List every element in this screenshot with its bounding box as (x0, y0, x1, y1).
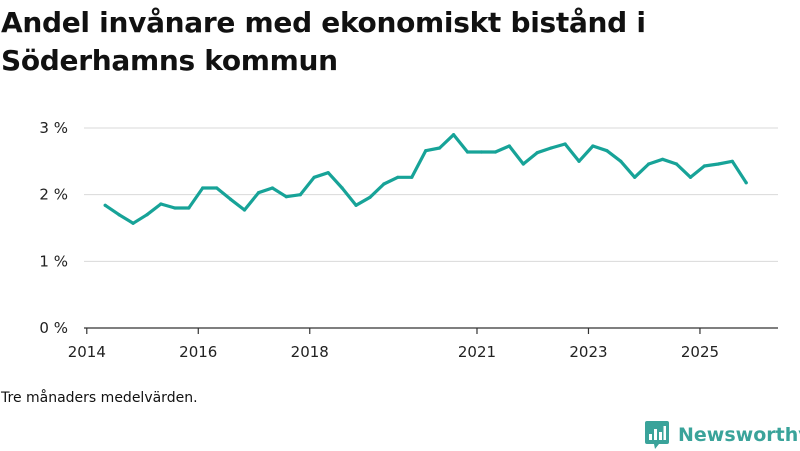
data-point (535, 151, 539, 155)
data-point (605, 149, 609, 153)
data-point (577, 159, 581, 163)
data-point (382, 182, 386, 186)
y-tick-label: 3 % (39, 119, 68, 137)
data-point (159, 202, 163, 206)
y-axis: 0 % 1 % 2 % 3 % (39, 119, 68, 337)
data-point (479, 150, 483, 154)
data-point (688, 175, 693, 179)
data-point (131, 221, 135, 225)
data-point (744, 181, 748, 185)
data-point (173, 206, 177, 210)
bar-chart-logo-icon (645, 420, 669, 449)
data-point (326, 171, 330, 175)
x-tick-label: 2014 (68, 343, 106, 361)
data-point (410, 175, 414, 179)
data-point (201, 186, 205, 190)
data-point (270, 186, 274, 190)
x-tick-label: 2018 (291, 343, 329, 361)
x-tick-label: 2023 (569, 343, 607, 361)
data-point (493, 150, 497, 154)
data-point (396, 175, 400, 179)
x-tick-label: 2025 (681, 343, 719, 361)
data-point (674, 162, 679, 166)
data-point (647, 162, 651, 166)
data-point (242, 208, 247, 212)
series-line (103, 133, 748, 225)
data-point (619, 159, 623, 163)
data-point (256, 191, 261, 195)
brand-name: Newsworthy (678, 424, 800, 446)
y-tick-label: 1 % (39, 252, 68, 270)
grid-lines (84, 127, 778, 329)
footnote: Tre månaders medelvärden. (1, 390, 198, 406)
chart-title: Andel invånare med ekonomiskt bistånd i … (1, 6, 646, 77)
data-point (549, 146, 553, 150)
data-point (354, 203, 358, 207)
data-point (521, 162, 525, 166)
y-tick-label: 2 % (39, 186, 68, 204)
data-point (298, 193, 302, 197)
data-point (215, 186, 219, 190)
data-point (465, 150, 470, 154)
data-point (452, 133, 456, 137)
data-point (117, 213, 121, 217)
data-point (730, 159, 734, 163)
data-point (661, 157, 665, 161)
data-point (340, 186, 344, 190)
data-point (368, 195, 372, 199)
data-point (187, 206, 191, 210)
data-point (507, 144, 511, 148)
data-point (103, 203, 107, 207)
x-tick-label: 2021 (458, 343, 496, 361)
data-point (424, 149, 428, 153)
data-point (716, 162, 721, 166)
brand-logo[interactable]: Newsworthy (644, 419, 800, 451)
x-axis: 2014 2016 2018 2021 2023 2025 (68, 328, 719, 361)
y-tick-label: 0 % (39, 319, 68, 337)
data-point (284, 195, 288, 199)
data-point (633, 175, 637, 179)
series-layer (103, 133, 748, 225)
data-point (312, 175, 316, 179)
data-point (591, 144, 595, 148)
data-point (438, 146, 442, 150)
data-point (145, 213, 149, 217)
data-point (702, 164, 707, 168)
data-point (229, 197, 233, 201)
x-tick-label: 2016 (179, 343, 217, 361)
data-point (563, 142, 567, 146)
